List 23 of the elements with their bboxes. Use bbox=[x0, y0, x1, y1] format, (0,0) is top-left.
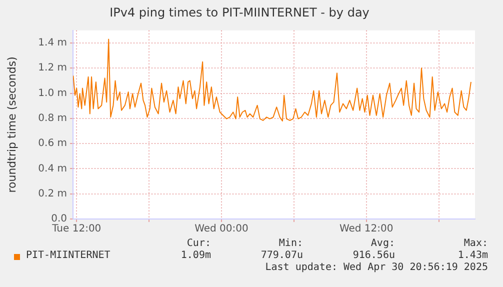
y-tick-label: 1.4 m bbox=[38, 38, 67, 49]
text: Min: bbox=[278, 238, 303, 249]
text: 779.07u bbox=[260, 250, 303, 261]
text: Avg: bbox=[370, 238, 395, 249]
x-tick-label: Wed 12:00 bbox=[339, 224, 394, 235]
text: Max: bbox=[464, 238, 488, 249]
y-tick-label: 0.4 m bbox=[38, 163, 67, 174]
text: Cur: bbox=[186, 238, 211, 249]
y-tick-label: 0.8 m bbox=[38, 113, 67, 124]
x-tick-label: Wed 00:00 bbox=[194, 224, 248, 235]
y-tick-label: 0.6 m bbox=[38, 138, 67, 150]
y-tick-label: 0.0 bbox=[51, 214, 67, 225]
x-tick-label: Tue 12:00 bbox=[51, 224, 102, 235]
text: 1.09m bbox=[180, 250, 211, 261]
text: Last update: Wed Apr 30 20:56:19 2025 bbox=[265, 262, 488, 273]
y-tick-label: 1.0 m bbox=[38, 88, 67, 99]
legend-label: PIT-MIINTERNET bbox=[26, 250, 110, 261]
y-axis-title: roundtrip time (seconds) bbox=[5, 56, 18, 193]
y-tick-label: 0.2 m bbox=[38, 188, 67, 200]
text: 916.56u bbox=[352, 250, 395, 261]
y-tick-label: 1.2 m bbox=[38, 62, 67, 74]
text: 1.43m bbox=[458, 250, 488, 261]
chart-title: IPv4 ping times to PIT-MIINTERNET - by day bbox=[110, 5, 370, 20]
